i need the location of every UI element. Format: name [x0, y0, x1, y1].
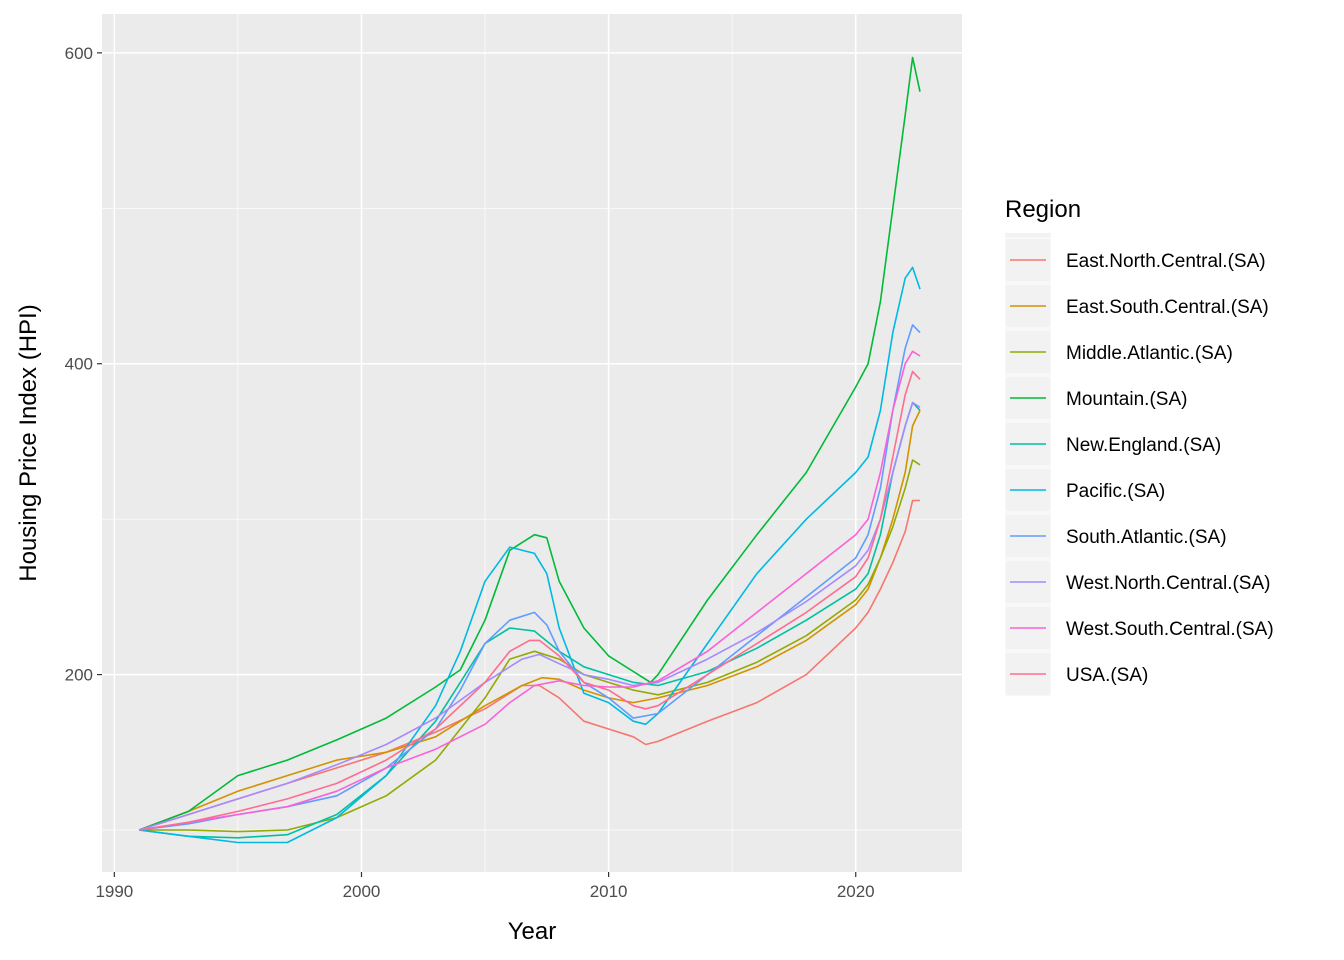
- y-tick-label: 400: [65, 355, 93, 374]
- series-line: [138, 56, 921, 831]
- x-tick-label: 1990: [95, 882, 133, 901]
- legend-label: Pacific.(SA): [1066, 481, 1165, 502]
- minor-gridlines: [102, 14, 962, 872]
- series-line: [138, 350, 921, 831]
- legend-label: East.South.Central.(SA): [1066, 297, 1269, 318]
- y-tick-label: 600: [65, 44, 93, 63]
- x-tick-label: 2000: [343, 882, 381, 901]
- x-tick-label: 2020: [837, 882, 875, 901]
- series-line: [138, 499, 920, 831]
- x-tick-label: 2010: [590, 882, 628, 901]
- legend-label: Mountain.(SA): [1066, 389, 1187, 410]
- legend-label: USA.(SA): [1066, 665, 1148, 686]
- y-tick-label: 200: [65, 666, 93, 685]
- legend-label: Middle.Atlantic.(SA): [1066, 343, 1233, 364]
- legend-label: West.South.Central.(SA): [1066, 619, 1274, 640]
- series-line: [138, 266, 921, 844]
- legend-items: East.North.Central.(SA) East.South.Centra…: [1004, 233, 1274, 697]
- legend-label: South.Atlantic.(SA): [1066, 527, 1227, 548]
- x-tick-labels: 1990 2000 2010 2020: [95, 882, 874, 901]
- plot-panel: [102, 14, 962, 872]
- series-line: [138, 401, 921, 839]
- y-axis-title: Housing Price Index (HPI): [15, 304, 42, 581]
- y-tick-labels: 200 400 600: [65, 44, 93, 685]
- legend-label: West.North.Central.(SA): [1066, 573, 1270, 594]
- legend-title: Region: [1005, 196, 1081, 223]
- legend-label: East.North.Central.(SA): [1066, 251, 1266, 272]
- series-line: [138, 370, 921, 831]
- x-axis-title: Year: [508, 918, 557, 945]
- series-lines: [138, 56, 921, 844]
- legend: Region East.North.Central.(SA) East.South…: [1004, 196, 1274, 697]
- axis-ticks: [97, 52, 857, 877]
- legend-label: New.England.(SA): [1066, 435, 1221, 456]
